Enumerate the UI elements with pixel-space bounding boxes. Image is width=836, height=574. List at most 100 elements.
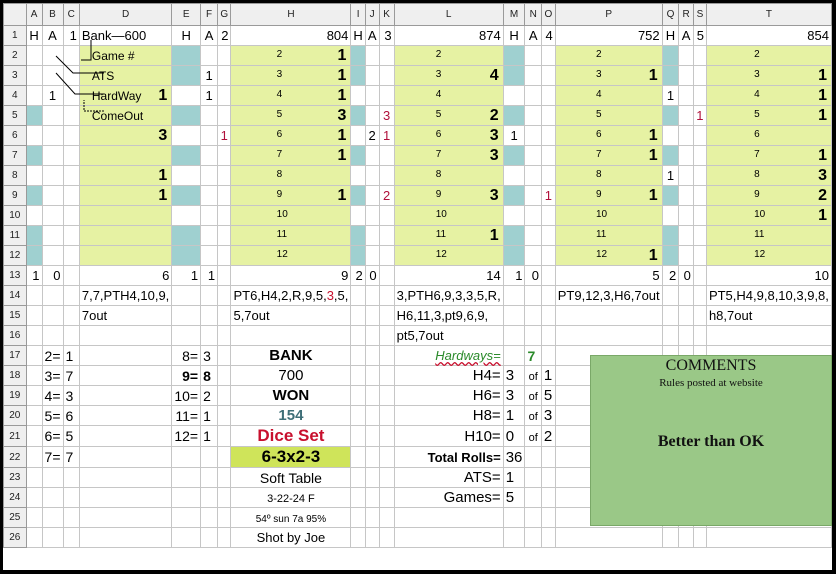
- cell-G19[interactable]: [217, 385, 232, 406]
- cell-H23[interactable]: Soft Table: [230, 467, 352, 488]
- cell-B13[interactable]: 0: [41, 265, 64, 286]
- cell-P2[interactable]: 2: [554, 45, 663, 66]
- cell-L13[interactable]: 14: [393, 265, 504, 286]
- cell-P14[interactable]: PT9,12,3,H6,7out: [554, 285, 663, 306]
- cell-F17[interactable]: 3: [200, 345, 219, 366]
- cell-E18[interactable]: 9=: [171, 365, 202, 386]
- cell-Q7[interactable]: [661, 145, 680, 166]
- cell-O5[interactable]: [540, 105, 556, 126]
- cell-O14[interactable]: [540, 285, 556, 306]
- cell-J1[interactable]: A: [364, 25, 380, 46]
- cell-J8[interactable]: [364, 165, 380, 186]
- row-header-1[interactable]: 1: [3, 25, 27, 46]
- row-header-17[interactable]: 17: [3, 345, 27, 366]
- cell-A19[interactable]: [25, 385, 43, 406]
- cell-B9[interactable]: [41, 185, 64, 206]
- cell-O20[interactable]: 3: [540, 405, 556, 426]
- cell-I19[interactable]: [350, 385, 366, 406]
- cell-N2[interactable]: [524, 45, 542, 66]
- cell-M22[interactable]: 36: [502, 446, 526, 468]
- cell-L17[interactable]: Hardways=: [393, 345, 504, 366]
- cell-C8[interactable]: [62, 165, 80, 186]
- cell-C13[interactable]: [62, 265, 80, 286]
- cell-R3[interactable]: [678, 65, 694, 86]
- cell-O3[interactable]: [540, 65, 556, 86]
- cell-R6[interactable]: [678, 125, 694, 146]
- cell-F20[interactable]: 1: [200, 405, 219, 426]
- cell-J10[interactable]: [364, 205, 380, 226]
- cell-N16[interactable]: [524, 325, 542, 346]
- cell-G25[interactable]: [217, 507, 232, 528]
- cell-J25[interactable]: [364, 507, 380, 528]
- cell-F15[interactable]: [200, 305, 219, 326]
- cell-M20[interactable]: 1: [502, 405, 526, 426]
- cell-A2[interactable]: [25, 45, 43, 66]
- cell-Q14[interactable]: [661, 285, 680, 306]
- cell-P5[interactable]: 5: [554, 105, 663, 126]
- cell-L21[interactable]: H10=: [393, 425, 504, 447]
- cell-D26[interactable]: [78, 527, 173, 548]
- cell-O7[interactable]: [540, 145, 556, 166]
- cell-S15[interactable]: [692, 305, 707, 326]
- cell-J23[interactable]: [364, 467, 380, 488]
- cell-B21[interactable]: 6=: [41, 425, 64, 447]
- cell-K7[interactable]: [378, 145, 395, 166]
- cell-I9[interactable]: [350, 185, 366, 206]
- cell-D22[interactable]: [78, 446, 173, 468]
- cell-N15[interactable]: [524, 305, 542, 326]
- cell-M3[interactable]: [502, 65, 526, 86]
- cell-A15[interactable]: [25, 305, 43, 326]
- cell-J26[interactable]: [364, 527, 380, 548]
- cell-L19[interactable]: H6=: [393, 385, 504, 406]
- cell-Q13[interactable]: 2: [661, 265, 680, 286]
- cell-J9[interactable]: [364, 185, 380, 206]
- cell-S26[interactable]: [692, 527, 707, 548]
- cell-H10[interactable]: 10: [230, 205, 352, 226]
- cell-F24[interactable]: [200, 487, 219, 508]
- cell-M19[interactable]: 3: [502, 385, 526, 406]
- cell-E9[interactable]: [171, 185, 202, 206]
- cell-B8[interactable]: [41, 165, 64, 186]
- cell-J22[interactable]: [364, 446, 380, 468]
- cell-K1[interactable]: 3: [378, 25, 395, 46]
- cell-M25[interactable]: [502, 507, 526, 528]
- cell-J14[interactable]: [364, 285, 380, 306]
- cell-C21[interactable]: 5: [62, 425, 80, 447]
- cell-F21[interactable]: 1: [200, 425, 219, 447]
- cell-O6[interactable]: [540, 125, 556, 146]
- cell-D24[interactable]: [78, 487, 173, 508]
- cell-G17[interactable]: [217, 345, 232, 366]
- column-header-O[interactable]: O: [540, 3, 556, 26]
- cell-K10[interactable]: [378, 205, 395, 226]
- cell-C12[interactable]: [62, 245, 80, 266]
- cell-G10[interactable]: [217, 205, 232, 226]
- cell-F9[interactable]: [200, 185, 219, 206]
- row-header-26[interactable]: 26: [3, 527, 27, 548]
- cell-N10[interactable]: [524, 205, 542, 226]
- cell-I13[interactable]: 2: [350, 265, 366, 286]
- cell-R2[interactable]: [678, 45, 694, 66]
- cell-S5[interactable]: 1: [692, 105, 707, 126]
- cell-N6[interactable]: [524, 125, 542, 146]
- cell-A12[interactable]: [25, 245, 43, 266]
- cell-H15[interactable]: 5,7out: [230, 305, 352, 326]
- cell-G2[interactable]: [217, 45, 232, 66]
- cell-D21[interactable]: [78, 425, 173, 447]
- cell-S13[interactable]: [692, 265, 707, 286]
- cell-Q4[interactable]: 1: [661, 85, 680, 106]
- cell-O1[interactable]: 4: [540, 25, 556, 46]
- cell-D18[interactable]: [78, 365, 173, 386]
- cell-Q8[interactable]: 1: [661, 165, 680, 186]
- cell-A9[interactable]: [25, 185, 43, 206]
- cell-G13[interactable]: [217, 265, 232, 286]
- cell-G11[interactable]: [217, 225, 232, 246]
- cell-A7[interactable]: [25, 145, 43, 166]
- cell-P26[interactable]: [554, 527, 663, 548]
- cell-O16[interactable]: [540, 325, 556, 346]
- cell-E25[interactable]: [171, 507, 202, 528]
- cell-G8[interactable]: [217, 165, 232, 186]
